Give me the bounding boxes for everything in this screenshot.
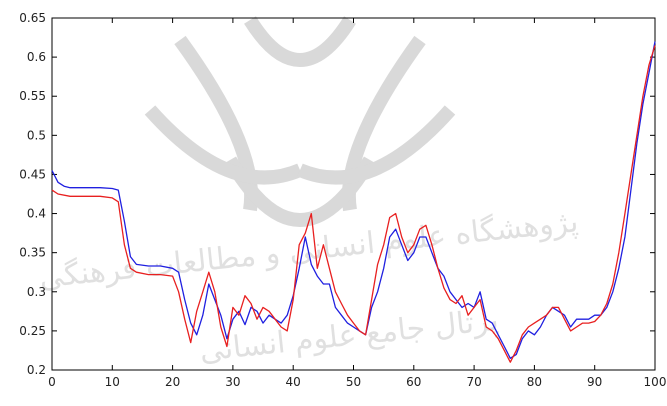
y-tick-label: 0.65	[19, 11, 46, 25]
x-tick-label: 20	[165, 375, 180, 389]
y-tick-label: 0.55	[19, 89, 46, 103]
x-tick-label: 90	[587, 375, 602, 389]
series-line-2	[51, 45, 656, 363]
x-tick-label: 80	[527, 375, 542, 389]
x-tick-label: 60	[406, 375, 421, 389]
x-tick-label: 70	[466, 375, 481, 389]
y-tick-label: 0.3	[27, 285, 46, 299]
y-tick-label: 0.5	[27, 128, 46, 142]
series-group	[51, 41, 656, 363]
x-tick-label: 10	[105, 375, 120, 389]
watermark-emblem-icon	[144, 16, 456, 227]
x-tick-label: 0	[48, 375, 56, 389]
y-tick-label: 0.35	[19, 246, 46, 260]
watermark-text-line-2: پرتال جامع علوم انسانی	[198, 303, 500, 369]
axes: 0 10 20 30 40 50 60 70 80 90 100 0.2 0.25 0.3 0.35 0.4 0…	[19, 11, 666, 389]
y-tick-label: 0.4	[27, 207, 46, 221]
y-tick-label: 0.25	[19, 324, 46, 338]
y-tick-label: 0.6	[27, 50, 46, 64]
y-tick-label: 0.45	[19, 167, 46, 181]
x-tick-label: 40	[286, 375, 301, 389]
x-tick-label: 100	[644, 375, 667, 389]
x-tick-label: 30	[225, 375, 240, 389]
x-tick-label: 50	[346, 375, 361, 389]
y-tick-label: 0.2	[27, 363, 46, 377]
